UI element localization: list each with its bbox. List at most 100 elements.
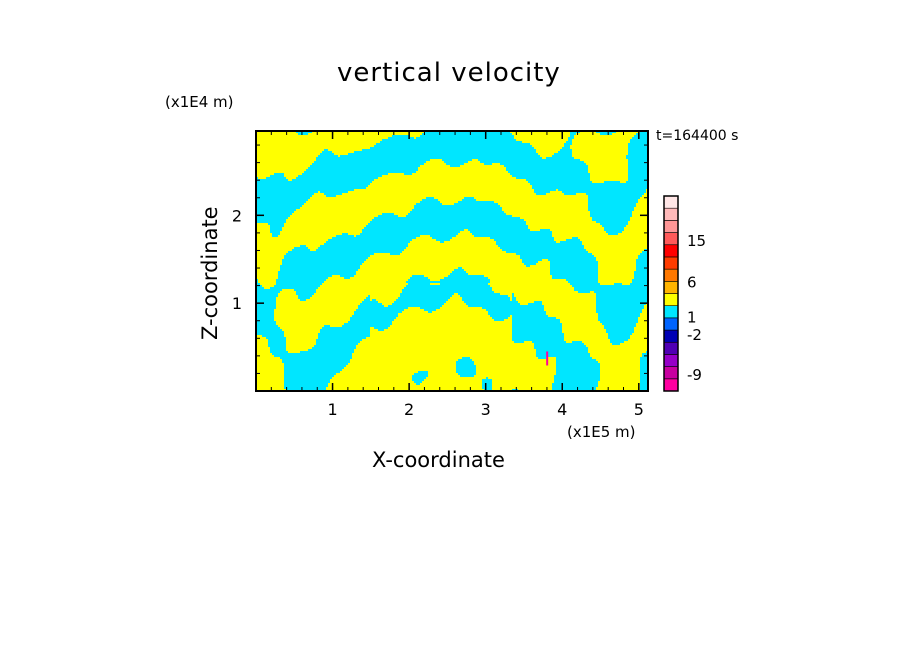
field-cell	[574, 177, 576, 179]
field-cell	[464, 161, 466, 163]
field-cell	[508, 133, 510, 135]
field-cell	[410, 151, 412, 153]
field-cell	[374, 173, 376, 175]
field-cell	[282, 135, 284, 137]
field-cell	[388, 145, 390, 147]
field-cell	[538, 153, 540, 155]
field-cell	[264, 163, 266, 165]
field-cell	[352, 155, 354, 157]
field-cell	[594, 149, 596, 151]
field-cell	[564, 161, 566, 163]
field-cell	[468, 173, 470, 175]
field-cell	[502, 155, 504, 157]
field-cell	[356, 165, 358, 167]
field-cell	[324, 177, 326, 179]
field-cell	[274, 157, 276, 159]
field-cell	[438, 149, 440, 151]
field-cell	[432, 145, 434, 147]
field-cell	[548, 141, 550, 143]
field-cell	[522, 137, 524, 139]
field-cell	[326, 143, 328, 145]
field-cell	[616, 175, 618, 177]
field-cell	[288, 169, 290, 171]
field-cell	[568, 151, 570, 153]
field-cell	[496, 167, 498, 169]
field-cell	[294, 159, 296, 161]
field-cell	[568, 163, 570, 165]
field-cell	[400, 139, 402, 141]
field-cell	[532, 171, 534, 173]
field-cell	[544, 155, 546, 157]
field-cell	[514, 175, 516, 177]
field-cell	[592, 147, 594, 149]
field-cell	[324, 141, 326, 143]
field-cell	[638, 165, 640, 167]
field-cell	[300, 149, 302, 151]
field-cell	[534, 133, 536, 135]
field-cell	[634, 139, 636, 141]
field-cell	[336, 133, 338, 135]
field-cell	[494, 147, 496, 149]
field-cell	[328, 169, 330, 171]
field-cell	[440, 149, 442, 151]
field-cell	[378, 163, 380, 165]
field-cell	[624, 169, 626, 171]
field-cell	[626, 177, 628, 179]
field-cell	[280, 153, 282, 155]
field-cell	[554, 135, 556, 137]
field-cell	[502, 159, 504, 161]
field-cell	[420, 157, 422, 159]
field-cell	[526, 141, 528, 143]
field-cell	[628, 159, 630, 161]
field-cell	[406, 149, 408, 151]
field-cell	[298, 149, 300, 151]
field-cell	[608, 159, 610, 161]
field-cell	[270, 137, 272, 139]
field-cell	[542, 171, 544, 173]
field-cell	[300, 159, 302, 161]
field-cell	[440, 171, 442, 173]
field-cell	[272, 181, 274, 183]
field-cell	[440, 159, 442, 161]
field-cell	[472, 175, 474, 177]
field-cell	[424, 161, 426, 163]
field-cell	[334, 155, 336, 157]
field-cell	[502, 135, 504, 137]
field-cell	[586, 133, 588, 135]
field-cell	[348, 149, 350, 151]
field-cell	[380, 133, 382, 135]
field-cell	[328, 171, 330, 173]
field-cell	[426, 165, 428, 167]
field-cell	[446, 155, 448, 157]
field-cell	[364, 175, 366, 177]
field-cell	[258, 167, 260, 169]
field-cell	[342, 161, 344, 163]
field-cell	[558, 175, 560, 177]
field-cell	[564, 143, 566, 145]
field-cell	[384, 155, 386, 157]
field-cell	[326, 171, 328, 173]
field-cell	[538, 133, 540, 135]
field-cell	[426, 161, 428, 163]
field-cell	[446, 157, 448, 159]
field-cell	[294, 139, 296, 141]
field-cell	[352, 137, 354, 139]
field-cell	[382, 145, 384, 147]
field-cell	[398, 159, 400, 161]
field-cell	[636, 157, 638, 159]
field-cell	[436, 153, 438, 155]
field-cell	[490, 173, 492, 175]
field-cell	[270, 171, 272, 173]
field-cell	[472, 147, 474, 149]
field-cell	[636, 163, 638, 165]
field-cell	[356, 169, 358, 171]
field-cell	[530, 161, 532, 163]
field-cell	[560, 149, 562, 151]
field-cell	[534, 169, 536, 171]
field-cell	[318, 141, 320, 143]
field-cell	[516, 167, 518, 169]
field-cell	[294, 151, 296, 153]
field-cell	[390, 141, 392, 143]
field-cell	[386, 155, 388, 157]
field-cell	[282, 155, 284, 157]
